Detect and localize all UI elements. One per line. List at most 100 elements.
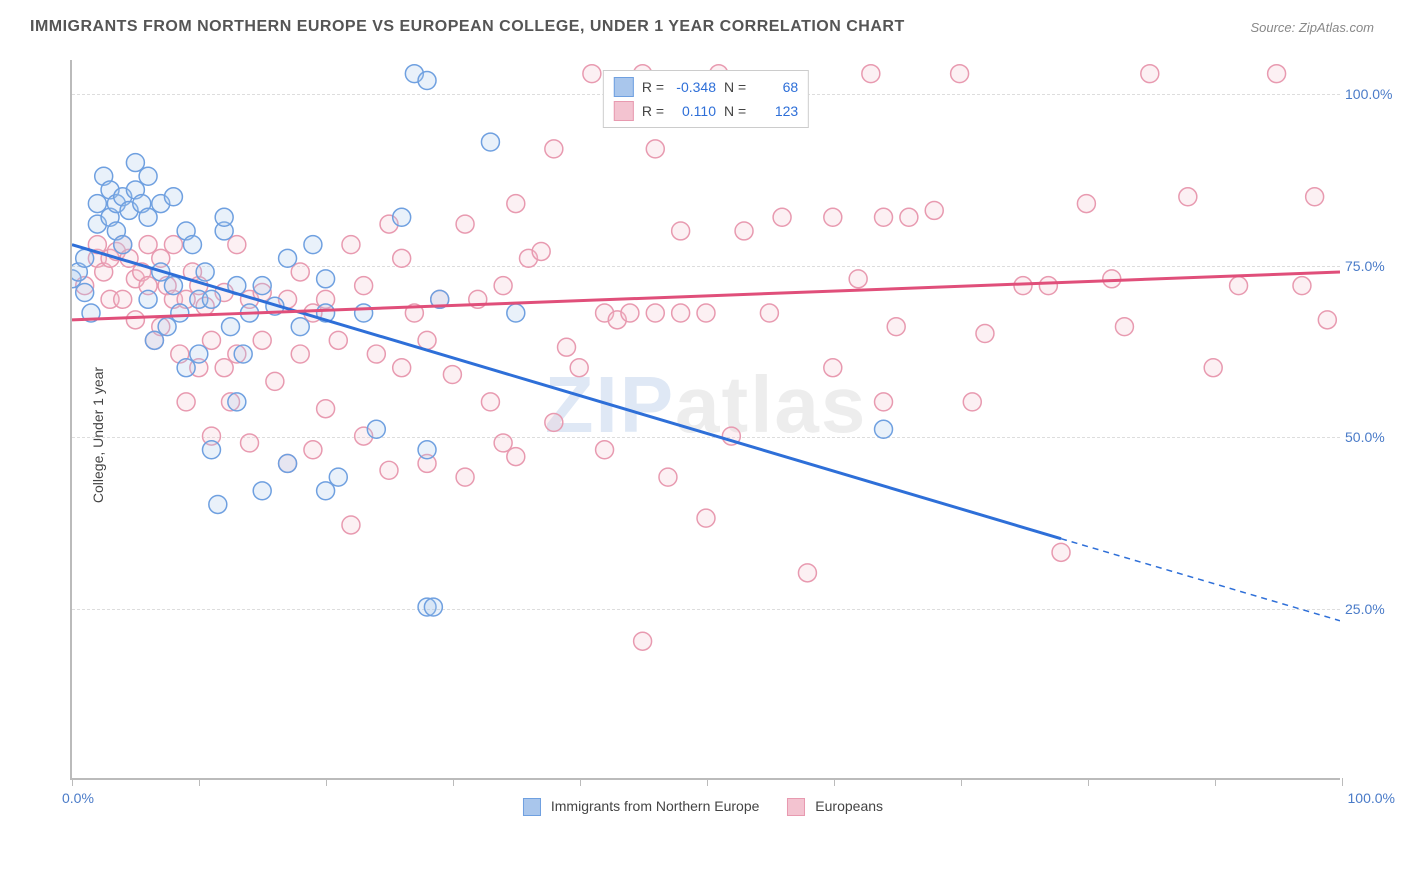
scatter-point xyxy=(241,434,259,452)
scatter-point xyxy=(291,318,309,336)
scatter-point xyxy=(1306,188,1324,206)
scatter-point xyxy=(507,304,525,322)
r-label: R = xyxy=(642,79,664,95)
scatter-point xyxy=(735,222,753,240)
scatter-point xyxy=(481,393,499,411)
scatter-point xyxy=(646,140,664,158)
scatter-point xyxy=(126,311,144,329)
x-tick xyxy=(580,778,581,786)
trend-line-extrapolated xyxy=(1061,539,1340,621)
scatter-point xyxy=(304,236,322,254)
scatter-point xyxy=(196,263,214,281)
scatter-point xyxy=(202,441,220,459)
scatter-point xyxy=(976,325,994,343)
y-tick-label: 100.0% xyxy=(1345,86,1400,102)
scatter-point xyxy=(139,290,157,308)
scatter-point xyxy=(672,304,690,322)
legend-label-2: Europeans xyxy=(815,798,883,814)
scatter-point xyxy=(215,208,233,226)
scatter-point xyxy=(88,195,106,213)
scatter-point xyxy=(114,236,132,254)
series1-swatch xyxy=(614,77,634,97)
scatter-point xyxy=(171,304,189,322)
plot-area: ZIPatlas R = -0.348 N = 68 R = 0.110 N =… xyxy=(70,60,1340,780)
scatter-point xyxy=(659,468,677,486)
scatter-point xyxy=(183,236,201,254)
scatter-point xyxy=(145,331,163,349)
scatter-point xyxy=(900,208,918,226)
scatter-point xyxy=(177,359,195,377)
scatter-point xyxy=(367,345,385,363)
series2-r-value: 0.110 xyxy=(672,103,716,119)
scatter-point xyxy=(1230,277,1248,295)
scatter-point xyxy=(266,372,284,390)
series1-r-value: -0.348 xyxy=(672,79,716,95)
scatter-point xyxy=(596,441,614,459)
scatter-point xyxy=(209,496,227,514)
x-axis-max-label: 100.0% xyxy=(1348,790,1395,806)
scatter-point xyxy=(963,393,981,411)
scatter-point xyxy=(380,461,398,479)
scatter-point xyxy=(317,270,335,288)
n-label: N = xyxy=(724,79,746,95)
scatter-point xyxy=(126,154,144,172)
scatter-point xyxy=(545,413,563,431)
correlation-stats-box: R = -0.348 N = 68 R = 0.110 N = 123 xyxy=(603,70,809,128)
series2-n-value: 123 xyxy=(754,103,798,119)
scatter-point xyxy=(393,208,411,226)
scatter-point xyxy=(317,400,335,418)
scatter-point xyxy=(570,359,588,377)
scatter-point xyxy=(393,249,411,267)
legend-item-2: Europeans xyxy=(787,798,883,816)
x-tick xyxy=(199,778,200,786)
scatter-point xyxy=(456,215,474,233)
legend-swatch-1 xyxy=(523,798,541,816)
scatter-point xyxy=(481,133,499,151)
scatter-point xyxy=(1115,318,1133,336)
scatter-point xyxy=(291,345,309,363)
x-tick xyxy=(1342,778,1343,786)
scatter-point xyxy=(222,318,240,336)
scatter-point xyxy=(443,366,461,384)
scatter-point xyxy=(202,290,220,308)
scatter-point xyxy=(279,454,297,472)
scatter-point xyxy=(317,482,335,500)
scatter-point xyxy=(1141,65,1159,83)
scatter-point xyxy=(507,195,525,213)
scatter-point xyxy=(951,65,969,83)
scatter-point xyxy=(1318,311,1336,329)
scatter-point xyxy=(329,468,347,486)
scatter-point xyxy=(875,420,893,438)
scatter-point xyxy=(342,236,360,254)
chart-container: College, Under 1 year ZIPatlas R = -0.34… xyxy=(30,50,1376,820)
x-tick xyxy=(72,778,73,786)
stats-row-series2: R = 0.110 N = 123 xyxy=(614,99,798,123)
scatter-point xyxy=(158,318,176,336)
scatter-point xyxy=(494,277,512,295)
scatter-point xyxy=(253,482,271,500)
scatter-point xyxy=(773,208,791,226)
series2-swatch xyxy=(614,101,634,121)
x-tick xyxy=(453,778,454,786)
plot-svg xyxy=(72,60,1340,778)
scatter-point xyxy=(355,277,373,295)
x-axis-min-label: 0.0% xyxy=(62,790,94,806)
scatter-point xyxy=(875,208,893,226)
scatter-point xyxy=(177,393,195,411)
legend-label-1: Immigrants from Northern Europe xyxy=(551,798,760,814)
scatter-point xyxy=(139,236,157,254)
scatter-point xyxy=(862,65,880,83)
scatter-point xyxy=(114,290,132,308)
scatter-point xyxy=(697,304,715,322)
scatter-point xyxy=(1077,195,1095,213)
y-tick-label: 50.0% xyxy=(1345,429,1400,445)
scatter-point xyxy=(279,249,297,267)
scatter-point xyxy=(228,393,246,411)
scatter-point xyxy=(824,359,842,377)
scatter-point xyxy=(849,270,867,288)
scatter-point xyxy=(1293,277,1311,295)
scatter-point xyxy=(291,263,309,281)
scatter-point xyxy=(355,304,373,322)
legend-item-1: Immigrants from Northern Europe xyxy=(523,798,759,816)
scatter-point xyxy=(202,331,220,349)
